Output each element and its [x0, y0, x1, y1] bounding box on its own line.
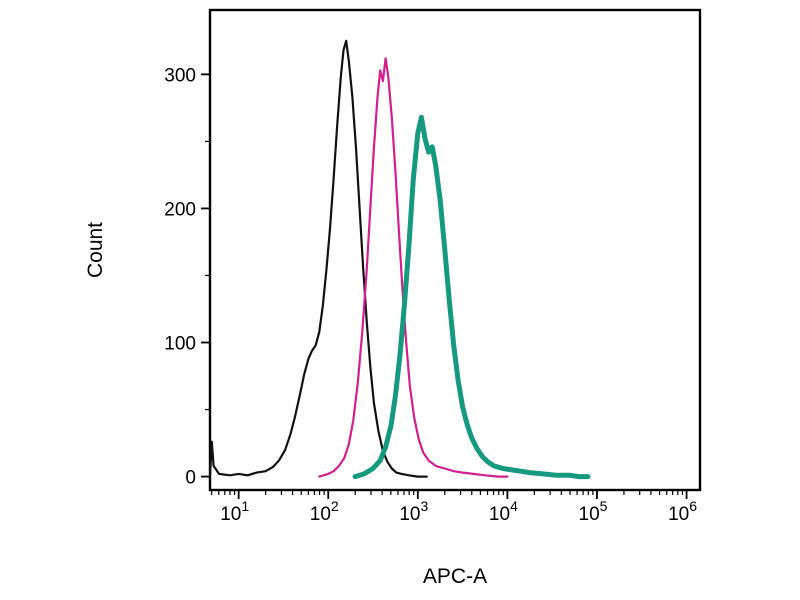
curve-teal	[352, 114, 591, 480]
plot-frame	[208, 8, 702, 492]
x-tick-label: 101	[220, 498, 249, 525]
chart-plot: 101 102 103 104 105 106 0 100 200 300	[164, 8, 702, 525]
x-tick-label: 102	[310, 498, 339, 525]
y-tick-label: 100	[164, 334, 196, 355]
y-axis-title: Count	[84, 222, 107, 278]
x-tick-label: 105	[579, 498, 608, 525]
x-tick-label: 106	[668, 498, 697, 525]
y-tick-label: 300	[164, 65, 196, 86]
curve-black	[208, 39, 428, 478]
curve-magenta	[318, 57, 509, 478]
x-tick-label: 103	[399, 498, 428, 525]
x-axis-title: APC-A	[423, 565, 487, 588]
y-tick-label: 200	[164, 199, 196, 220]
x-tick-label: 104	[489, 498, 518, 525]
y-tick-label: 0	[185, 468, 196, 489]
